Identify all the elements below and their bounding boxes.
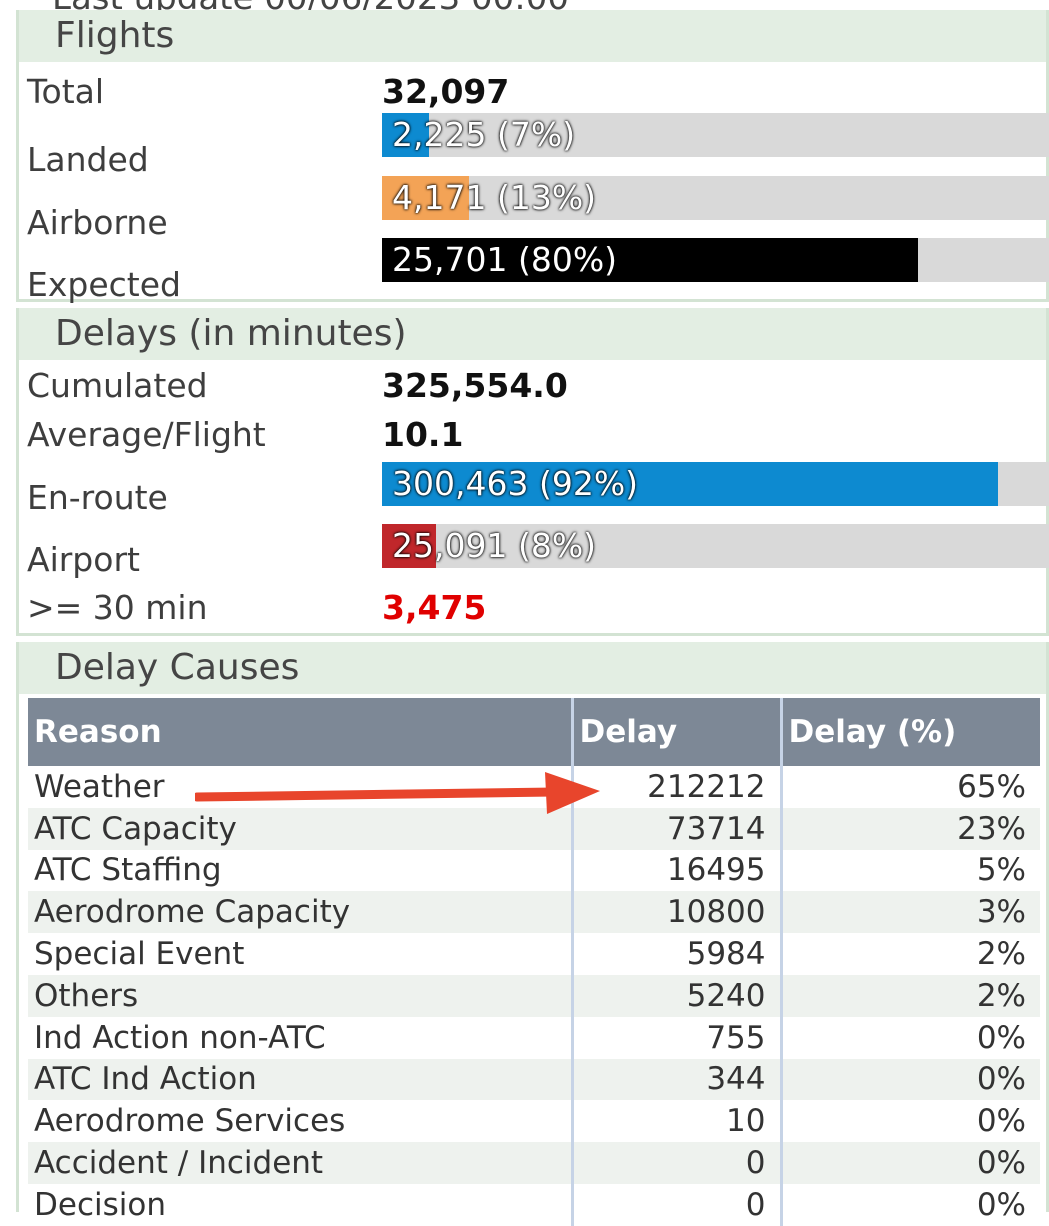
cell-delay: 73714 (572, 807, 783, 850)
delays-enroute-text: 300,463 (92%) (392, 464, 639, 503)
cell-delay-pct: 0% (976, 1186, 1026, 1223)
table-row[interactable]: Decision 0 0% (28, 1183, 1040, 1226)
table-row[interactable]: Aerodrome Capacity 10800 3% (28, 891, 1040, 934)
flights-landed-row: Landed 2,225 (7%) (27, 113, 1049, 179)
flights-airborne-label: Airborne (27, 203, 168, 242)
cell-delay: 16495 (572, 849, 783, 892)
table-row[interactable]: Others 5240 2% (28, 974, 1040, 1017)
delays-average-row: Average/Flight 10.1 (27, 415, 1037, 465)
flights-total-value: 32,097 (382, 72, 510, 111)
cell-reason: Special Event (28, 933, 574, 975)
delays-over30-row: >= 30 min 3,475 (27, 588, 1037, 638)
flights-landed-bar: 2,225 (7%) (382, 113, 1049, 157)
cell-delay: 5984 (572, 933, 783, 975)
cell-delay-pct: 0% (781, 1142, 1040, 1184)
flights-airborne-row: Airborne 4,171 (13%) (27, 176, 1049, 242)
delays-airport-fill (382, 524, 436, 568)
table-row[interactable]: ATC Ind Action 344 0% (28, 1058, 1040, 1101)
delays-over30-label: >= 30 min (27, 588, 208, 627)
table-body: Weather 212212 65% ATC Capacity 73714 23% ATC … (28, 766, 1040, 1226)
delays-header: Delays (in minutes) (19, 308, 1046, 360)
flights-airborne-text: 4,171 (13%) (392, 178, 597, 217)
delays-airport-row: Airport 25,091 (8%) (27, 524, 1049, 588)
flights-expected-row: Expected 25,701 (80%) (27, 238, 1049, 304)
flights-landed-label: Landed (27, 140, 149, 179)
cell-delay-pct: 3% (781, 891, 1040, 934)
table-row[interactable]: Special Event 5984 2% (28, 933, 1040, 975)
delays-cumulated-value: 325,554.0 (382, 366, 568, 405)
cell-reason: Aerodrome Capacity (28, 891, 574, 934)
arrow-shaft (195, 787, 560, 802)
cell-delay-pct: 0% (781, 1058, 1040, 1101)
cell-delay: 5240 (572, 974, 783, 1017)
flights-airborne-bar: 4,171 (13%) (382, 176, 1049, 220)
delays-airport-label: Airport (27, 540, 140, 579)
delays-airport-bar: 25,091 (8%) (382, 524, 1049, 568)
cell-delay: 10 (572, 1100, 783, 1143)
flights-airborne-fill (382, 176, 470, 220)
cell-reason: ATC Staffing (28, 849, 574, 892)
cell-delay-pct: 65% (957, 768, 1026, 805)
delays-enroute-fill (382, 462, 999, 506)
delays-airport-text: 25,091 (8%) (392, 526, 597, 565)
cell-reason: ATC Capacity (28, 807, 574, 850)
cell-delay-pct: 0% (976, 1103, 1026, 1140)
delays-panel: Delays (in minutes) Cumulated 325,554.0 … (16, 308, 1049, 636)
cell-delay-pct: 5% (976, 852, 1026, 889)
cell-delay: 755 (572, 1016, 783, 1059)
delays-average-value: 10.1 (382, 415, 464, 454)
table-row[interactable]: Weather 212212 65% (28, 766, 1040, 808)
flights-total-row: Total 32,097 (27, 72, 1037, 122)
arrow-head (545, 772, 600, 814)
red-arrow-annotation (195, 772, 600, 814)
column-header-delay[interactable]: Delay (572, 698, 783, 766)
cell-delay: 10800 (572, 891, 783, 934)
cell-delay-pct: 23% (781, 807, 1040, 850)
causes-panel: Delay Causes (16, 642, 1049, 1212)
flights-landed-fill (382, 113, 429, 157)
delays-enroute-row: En-route 300,463 (92%) (27, 462, 1049, 526)
table-header-row: Reason Delay Delay (%) (28, 698, 1040, 766)
cell-reason: ATC Ind Action (28, 1058, 574, 1101)
delay-causes-table: Reason Delay Delay (%) Weather 212212 65% A… (28, 698, 1040, 1226)
delays-over30-value: 3,475 (382, 588, 487, 627)
table-row[interactable]: Accident / Incident 0 0% (28, 1142, 1040, 1184)
cell-delay: 0 (572, 1142, 783, 1184)
cell-reason: Accident / Incident (28, 1142, 574, 1184)
table-row[interactable]: Ind Action non-ATC 755 0% (28, 1016, 1040, 1059)
delays-cumulated-label: Cumulated (27, 366, 208, 405)
cell-reason: Weather (28, 766, 574, 808)
cell-reason: Decision (28, 1183, 574, 1226)
delays-cumulated-row: Cumulated 325,554.0 (27, 366, 1037, 416)
table-row[interactable]: Aerodrome Services 10 0% (28, 1100, 1040, 1143)
delays-enroute-bar: 300,463 (92%) (382, 462, 1049, 506)
causes-header: Delay Causes (19, 642, 1046, 694)
flights-expected-label: Expected (27, 265, 181, 304)
flights-expected-text: 25,701 (80%) (392, 240, 618, 279)
flights-header: Flights (19, 10, 1046, 62)
column-header-reason[interactable]: Reason (28, 698, 574, 766)
cell-delay-pct: 2% (976, 936, 1026, 973)
flights-panel: Flights Total 32,097 Landed 2,225 (7%) A… (16, 10, 1049, 304)
cell-reason: Aerodrome Services (28, 1100, 574, 1143)
cell-reason: Others (28, 974, 574, 1017)
cell-delay: 212212 (572, 766, 783, 808)
flights-expected-fill (382, 238, 918, 282)
cell-delay: 0 (572, 1183, 783, 1226)
column-header-delay-pct[interactable]: Delay (%) (781, 698, 1040, 766)
table-row[interactable]: ATC Staffing 16495 5% (28, 849, 1040, 892)
delays-average-label: Average/Flight (27, 415, 266, 454)
table-row[interactable]: ATC Capacity 73714 23% (28, 807, 1040, 850)
cell-delay-pct: 0% (976, 1019, 1026, 1056)
cell-delay-pct: 2% (781, 974, 1040, 1017)
delays-enroute-label: En-route (27, 478, 168, 517)
cell-reason: Ind Action non-ATC (28, 1016, 574, 1059)
flights-total-label: Total (27, 72, 105, 111)
cell-delay: 344 (572, 1058, 783, 1101)
flights-expected-bar: 25,701 (80%) (382, 238, 1049, 282)
flights-landed-text: 2,225 (7%) (392, 115, 576, 154)
